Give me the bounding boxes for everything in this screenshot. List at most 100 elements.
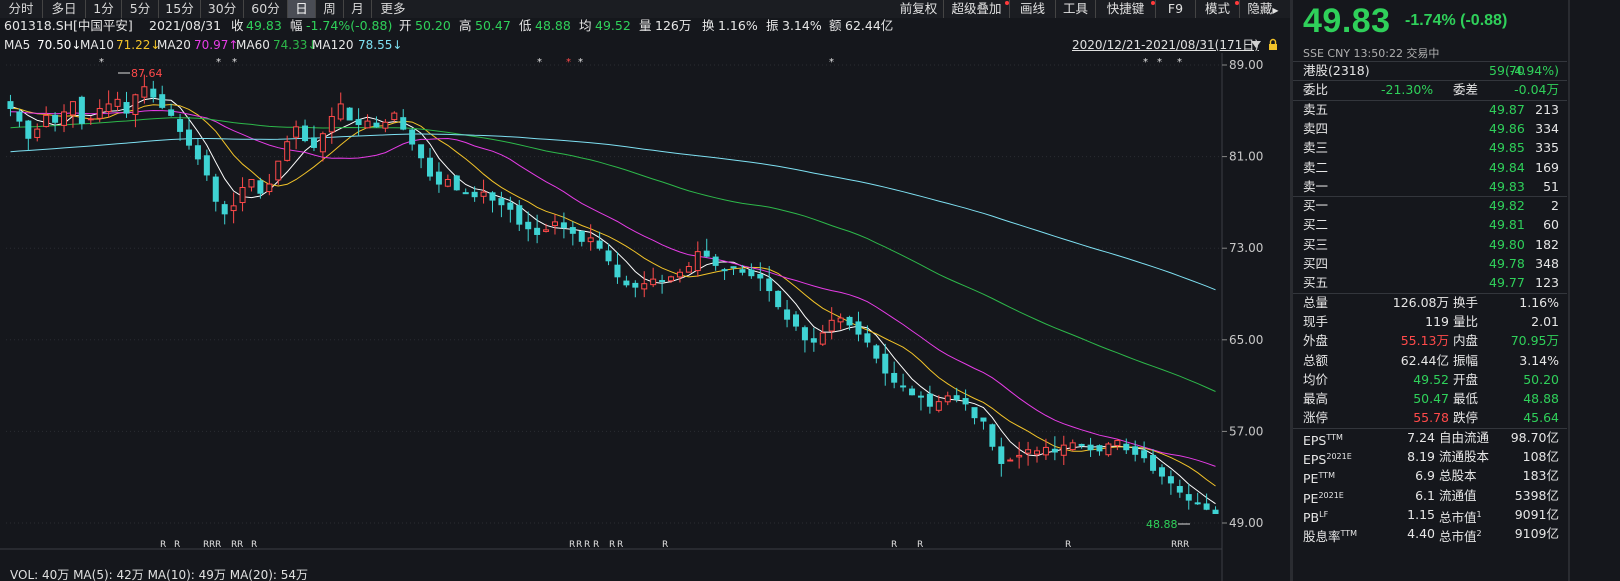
ask-row[interactable]: 卖三 49.85 335 [1293,138,1567,157]
tab-monthly[interactable]: 月 [344,0,372,18]
mode-button[interactable]: 模式 [1196,0,1240,18]
bid-row[interactable]: 买四 49.78 348 [1293,254,1567,273]
turnover-label: 换 [702,18,715,33]
event-star-icon[interactable]: * [578,57,583,68]
f9-button[interactable]: F9 [1156,0,1196,18]
kline-chart[interactable]: 89.00 81.00 73.00 65.00 57.00 49.00 87.64 48.8… [0,53,1288,581]
rights-marker[interactable]: R [917,540,923,550]
candle-body [560,222,567,229]
fundamental-label-sup: 2021E [1318,490,1344,500]
hk-row[interactable]: 港股(2318) 59.70 (-4.94%) [1293,61,1567,80]
rights-marker[interactable]: R [662,540,668,550]
rights-marker[interactable]: R [593,540,599,550]
fundamental-label-sup: TTM [1326,432,1343,442]
stat-value: 1.16% [1519,294,1559,310]
event-star-icon[interactable]: * [1177,57,1182,68]
bid-row[interactable]: 买二 49.81 60 [1293,215,1567,234]
candle-body [1158,467,1165,477]
tools-button[interactable]: 工具 [1056,0,1096,18]
bid-row[interactable]: 买五 49.77 123 [1293,273,1567,292]
candle-body [444,179,451,187]
event-star-icon[interactable]: * [216,57,221,68]
super-overlay-button[interactable]: 超级叠加 [944,0,1010,18]
tab-1min[interactable]: 1分 [86,0,122,18]
tab-30min[interactable]: 30分 [201,0,244,18]
dropdown-triangle-icon[interactable] [1250,38,1262,51]
event-star-icon[interactable]: * [232,57,237,68]
tab-60min[interactable]: 60分 [244,0,288,18]
candle-body [891,372,898,383]
rights-marker[interactable]: R [215,540,221,550]
candle-body [123,102,130,114]
candlesticks [7,74,1219,514]
bid-price: 49.81 [1489,217,1525,233]
event-star-icon[interactable]: * [1157,57,1162,68]
ask-row[interactable]: 卖四 49.86 334 [1293,119,1567,138]
y-tick-label: 57.00 [1229,424,1263,438]
event-star-icon[interactable]: * [537,57,542,68]
stat-label: 总量 [1303,294,1329,310]
event-star-icon[interactable]: * [566,57,571,68]
tab-intraday[interactable]: 分时 [0,0,43,18]
fundamental-label-text: EPS [1303,432,1327,448]
candle-body [632,282,639,288]
candle-body [409,129,416,145]
rights-marker[interactable]: R [1171,540,1177,550]
shortcut-button[interactable]: 快捷键 [1096,0,1156,18]
rights-marker[interactable]: R [174,540,180,550]
stat-label: 最高 [1303,391,1329,407]
candle-body [427,157,434,177]
ask-price: 49.86 [1489,120,1525,136]
fundamental-label-sup: TTM [1340,529,1358,539]
ask-row[interactable]: 卖一 49.83 51 [1293,177,1567,196]
candle-body [980,417,987,422]
ma-line-ma120 [10,133,1216,291]
event-star-icon[interactable]: * [99,57,104,68]
lock-icon[interactable] [1267,38,1279,51]
rights-marker[interactable]: R [584,540,590,550]
ask-row[interactable]: 卖五 49.87 213 [1293,100,1567,119]
rights-marker[interactable]: R [891,540,897,550]
stat-label: 总额 [1303,352,1329,368]
ask-row[interactable]: 卖二 49.84 169 [1293,158,1567,177]
rights-marker[interactable]: R [576,540,582,550]
draw-line-button[interactable]: 画线 [1010,0,1056,18]
tab-daily[interactable]: 日 [288,0,316,18]
date-range-link[interactable]: 2020/12/21-2021/08/31(171日) [1072,38,1259,52]
tab-15min[interactable]: 15分 [159,0,201,18]
bid-row[interactable]: 买一 49.82 2 [1293,196,1567,215]
rights-marker[interactable]: R [251,540,257,550]
rights-marker[interactable]: R [617,540,623,550]
hide-button[interactable]: 隐藏▶ [1240,0,1286,18]
fundamental-value: 9091亿 [1514,506,1559,522]
stock-code: 601318.SH[中国平安] [4,18,133,33]
fundamental-label: EPSTTM [1303,428,1343,450]
bid-row[interactable]: 买三 49.80 182 [1293,235,1567,254]
tab-weekly[interactable]: 周 [316,0,344,18]
fundamental-value: 6.9 [1415,468,1435,484]
rights-marker[interactable]: R [237,540,243,550]
stat-value: 50.20 [1523,371,1559,387]
fundamental-label-sup: LF [1319,509,1329,519]
rights-marker[interactable]: R [1183,540,1189,550]
event-star-icon[interactable]: * [829,57,834,68]
rights-marker[interactable]: R [1065,540,1071,550]
candle-body [694,251,701,272]
candle-body [864,333,871,343]
tab-multiday[interactable]: 多日 [43,0,86,18]
rights-marker[interactable]: R [203,540,209,550]
rights-marker[interactable]: R [569,540,575,550]
rights-marker[interactable]: R [609,540,615,550]
rights-marker[interactable]: R [209,540,215,550]
candle-body [676,271,683,278]
event-star-icon[interactable]: * [1143,57,1148,68]
forward-adjust-button[interactable]: 前复权 [894,0,944,18]
rights-marker[interactable]: R [231,540,237,550]
tab-more[interactable]: 更多 [380,1,406,16]
candle-body [846,316,853,326]
tab-5min[interactable]: 5分 [122,0,159,18]
candle-body [828,319,835,332]
scrollbar[interactable] [1568,0,1570,581]
rights-marker[interactable]: R [1177,540,1183,550]
rights-marker[interactable]: R [160,540,166,550]
